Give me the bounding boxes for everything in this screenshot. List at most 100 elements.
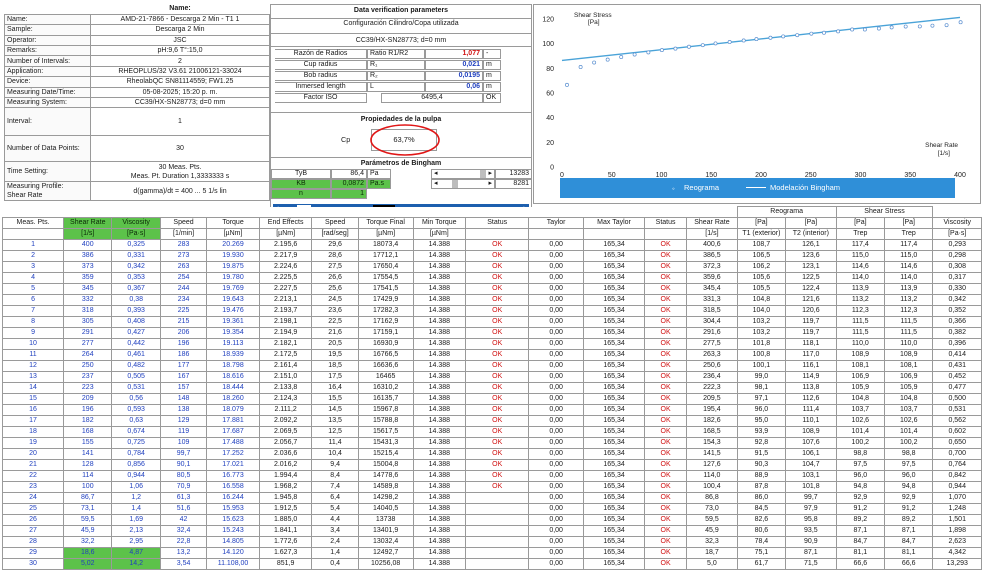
table-cell: 14.388: [412, 294, 467, 306]
table-cell: 114,9: [785, 371, 837, 383]
table-cell: 0,367: [111, 283, 161, 295]
table-cell: 1,06: [111, 481, 161, 493]
param-unit: -: [483, 49, 501, 59]
table-cell: 89,2: [835, 514, 886, 526]
column-unit: [Pa·s]: [932, 228, 982, 240]
table-cell: 0,842: [932, 470, 982, 482]
table-cell: 1,501: [932, 514, 982, 526]
table-cell: 113,8: [785, 382, 837, 394]
table-cell: 110,0: [835, 338, 886, 350]
table-cell: 98,8: [884, 448, 934, 460]
column-header: Min Torque: [412, 217, 467, 229]
column-header: [Pa]: [736, 217, 787, 229]
info-value: Descarga 2 Min: [90, 24, 270, 36]
table-cell: 400,6: [686, 239, 738, 251]
table-cell: 18.798: [206, 360, 260, 372]
table-cell: 28,6: [311, 250, 359, 262]
table-cell: 157: [159, 382, 208, 394]
y-axis-label: [Pa]: [588, 19, 600, 26]
tyb-scrollbar[interactable]: ◂ ▸: [431, 169, 495, 179]
table-cell: 17.488: [206, 437, 260, 449]
table-cell: 14.388: [412, 393, 467, 405]
time-value-1: 30 Meas. Pts.: [158, 163, 202, 171]
column-header: Status: [644, 217, 688, 229]
table-cell: 223: [63, 382, 113, 394]
table-cell: 6,4: [311, 492, 359, 504]
table-cell: 117,0: [785, 349, 837, 361]
table-cell: 14778,6: [357, 470, 414, 482]
table-cell: 114,0: [686, 470, 738, 482]
table-cell: 263: [159, 261, 208, 273]
table-cell: 113,9: [884, 283, 934, 295]
table-cell: 3: [1, 261, 65, 273]
table-cell: 0,00: [528, 338, 585, 350]
reograma-point: [687, 44, 691, 49]
table-cell: 0,38: [111, 294, 161, 306]
table-cell: 16310,2: [357, 382, 414, 394]
column-unit: [Pa·s]: [111, 228, 161, 240]
table-row: 4 359 0,353 254 19.780 2.225,5 26,6 17554,5 14.3…: [1, 272, 982, 284]
table-cell: [465, 547, 530, 559]
table-cell: 13401,9: [357, 525, 414, 537]
group-empty: [311, 206, 359, 218]
table-cell: 2.016,2: [258, 459, 313, 471]
param-value: 6495,4: [381, 93, 483, 103]
table-cell: OK: [644, 558, 688, 570]
reograma-point: [889, 25, 894, 30]
table-cell: 0,562: [932, 415, 982, 427]
scroll-thumb[interactable]: [452, 180, 458, 188]
profile-key: Measuring Profile: Shear Rate: [4, 181, 91, 202]
table-cell: OK: [644, 492, 688, 504]
table-cell: 110,1: [785, 415, 837, 427]
table-cell: 0,00: [528, 272, 585, 284]
table-cell: 95,8: [785, 514, 837, 526]
table-cell: 209: [63, 393, 113, 405]
table-cell: 14.388: [412, 437, 467, 449]
table-cell: 20: [1, 448, 65, 460]
kb-scrollbar[interactable]: ◂ ▸: [431, 179, 495, 189]
table-cell: 114: [63, 470, 113, 482]
table-cell: 2.056,7: [258, 437, 313, 449]
table-cell: 2.213,1: [258, 294, 313, 306]
table-cell: 0,396: [932, 338, 982, 350]
table-cell: 103,2: [736, 316, 787, 328]
table-cell: 168,5: [686, 426, 738, 438]
group-empty: [63, 206, 112, 218]
table-cell: 5: [1, 283, 65, 295]
info-key: Remarks:: [4, 45, 91, 57]
table-cell: OK: [465, 371, 530, 383]
param-value: 1,077: [425, 49, 483, 59]
x-axis-unit: [1/s]: [938, 150, 950, 157]
table-cell: 359: [63, 272, 113, 284]
table-cell: 119,7: [785, 327, 837, 339]
table-cell: 84,7: [884, 536, 934, 548]
param-label: Cup radius: [275, 60, 367, 70]
arrow-left-icon[interactable]: ◂: [434, 170, 438, 177]
param-value: 0,0195: [425, 71, 483, 81]
arrow-right-icon[interactable]: ▸: [488, 180, 492, 187]
reograma-point: [659, 48, 664, 53]
table-cell: 115,0: [884, 250, 934, 262]
table-cell: 66,6: [835, 558, 886, 570]
scroll-thumb[interactable]: [480, 170, 486, 178]
table-cell: 123,1: [785, 261, 837, 273]
table-cell: OK: [644, 371, 688, 383]
table-cell: 165,34: [583, 426, 646, 438]
table-cell: 14,2: [111, 558, 161, 570]
arrow-right-icon[interactable]: ▸: [488, 170, 492, 177]
table-cell: 122,4: [785, 283, 837, 295]
table-cell: 273: [159, 250, 208, 262]
table-cell: 13,293: [932, 558, 982, 570]
reograma-point: [673, 46, 678, 51]
group-empty: [528, 206, 584, 218]
param-label: Factor ISO: [275, 93, 367, 103]
table-cell: 148: [159, 393, 208, 405]
arrow-left-icon[interactable]: ◂: [434, 180, 438, 187]
table-cell: 244: [159, 283, 208, 295]
table-cell: 1,070: [932, 492, 982, 504]
table-cell: 105,9: [884, 382, 934, 394]
table-cell: 0,500: [932, 393, 982, 405]
table-cell: OK: [644, 470, 688, 482]
column-header: Speed: [159, 217, 208, 229]
table-cell: 165,34: [583, 305, 646, 317]
